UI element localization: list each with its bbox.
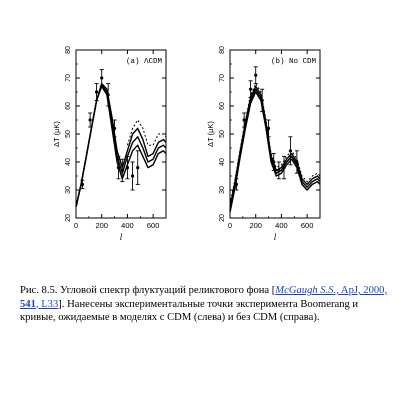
x-tick-label: 400 [121,221,134,230]
y-tick-label: 20 [219,214,226,222]
x-tick-label: 200 [95,221,108,230]
data-point [295,160,299,164]
panel-b-no-cdm: 20 30 40 50 60 70 80 0 200 400 600 l ΔT (μK) (b) No C… [206,46,321,242]
model-curve-2 [229,88,321,210]
y-tick-label: 30 [65,186,72,194]
data-point [254,73,258,77]
y-tick-label: 60 [65,102,72,110]
y-tick-label: 70 [65,74,72,82]
data-point [112,126,117,130]
caption-suffix: ]. Нанесены экспериментальные точки эксп… [20,298,359,324]
data-point [136,166,140,170]
model-curve-1 [75,82,167,207]
y-tick-label: 50 [219,130,226,138]
data-point [80,182,85,186]
y-tick-label: 30 [219,186,226,194]
data-point [234,182,239,186]
y-tick-label: 60 [219,102,226,110]
data-point [266,126,271,130]
ref-page: , L33 [35,298,59,310]
ref-author: McGaugh S.S., [275,285,339,296]
data-point [120,168,124,172]
x-axis-label: l [274,232,277,242]
data-point [288,149,293,153]
y-tick-label: 50 [65,130,72,138]
model-curve-3 [229,91,321,213]
data-point [282,166,286,170]
data-point [260,98,264,102]
y-axis-label: ΔT (μK) [206,121,215,147]
y-tick-label: 70 [219,74,226,82]
data-point [94,90,99,94]
y-tick-label: 80 [65,46,72,54]
x-tick-label: 400 [275,221,288,230]
model-curve-2 [75,84,167,207]
caption-prefix: Рис. 8.5. Угловой спектр флуктуаций рели… [20,285,276,296]
x-axis-label: l [120,232,123,242]
data-point [116,166,121,170]
panel-a-lcdm: 20 30 40 50 60 70 80 0 200 400 600 l ΔT (μK) (a) ΛCDM [52,46,167,242]
panel-label: (b) No CDM [271,58,317,66]
figure-caption: Рис. 8.5. Угловой спектр флуктуаций рели… [20,284,390,325]
y-tick-label: 80 [219,46,226,54]
data-point [125,166,130,170]
y-axis-label: ΔT (μK) [52,121,61,147]
y-tick-label: 40 [219,158,226,166]
plot-frame [75,49,167,219]
y-tick-label: 40 [65,158,72,166]
data-point [130,174,135,178]
model-curve-4 [126,119,167,146]
ref-journal: ApJ, 2000, [338,285,388,296]
data-point [248,87,253,91]
x-tick-label: 600 [147,221,160,230]
x-tick-label: 200 [249,221,262,230]
y-tick-label: 20 [65,214,72,222]
data-point [100,76,104,80]
reference-link[interactable]: McGaugh S.S., ApJ, 2000, 541, L33 [20,285,387,310]
model-curve-3 [75,85,167,207]
data-point [242,118,246,122]
data-point [272,160,276,164]
panel-label: (a) ΛCDM [126,58,163,66]
data-point [277,168,281,172]
x-tick-label: 0 [74,221,78,230]
data-point [88,118,92,122]
ref-volume: 541 [20,298,36,310]
data-point [106,93,110,97]
x-tick-label: 600 [301,221,314,230]
x-tick-label: 0 [228,221,232,230]
